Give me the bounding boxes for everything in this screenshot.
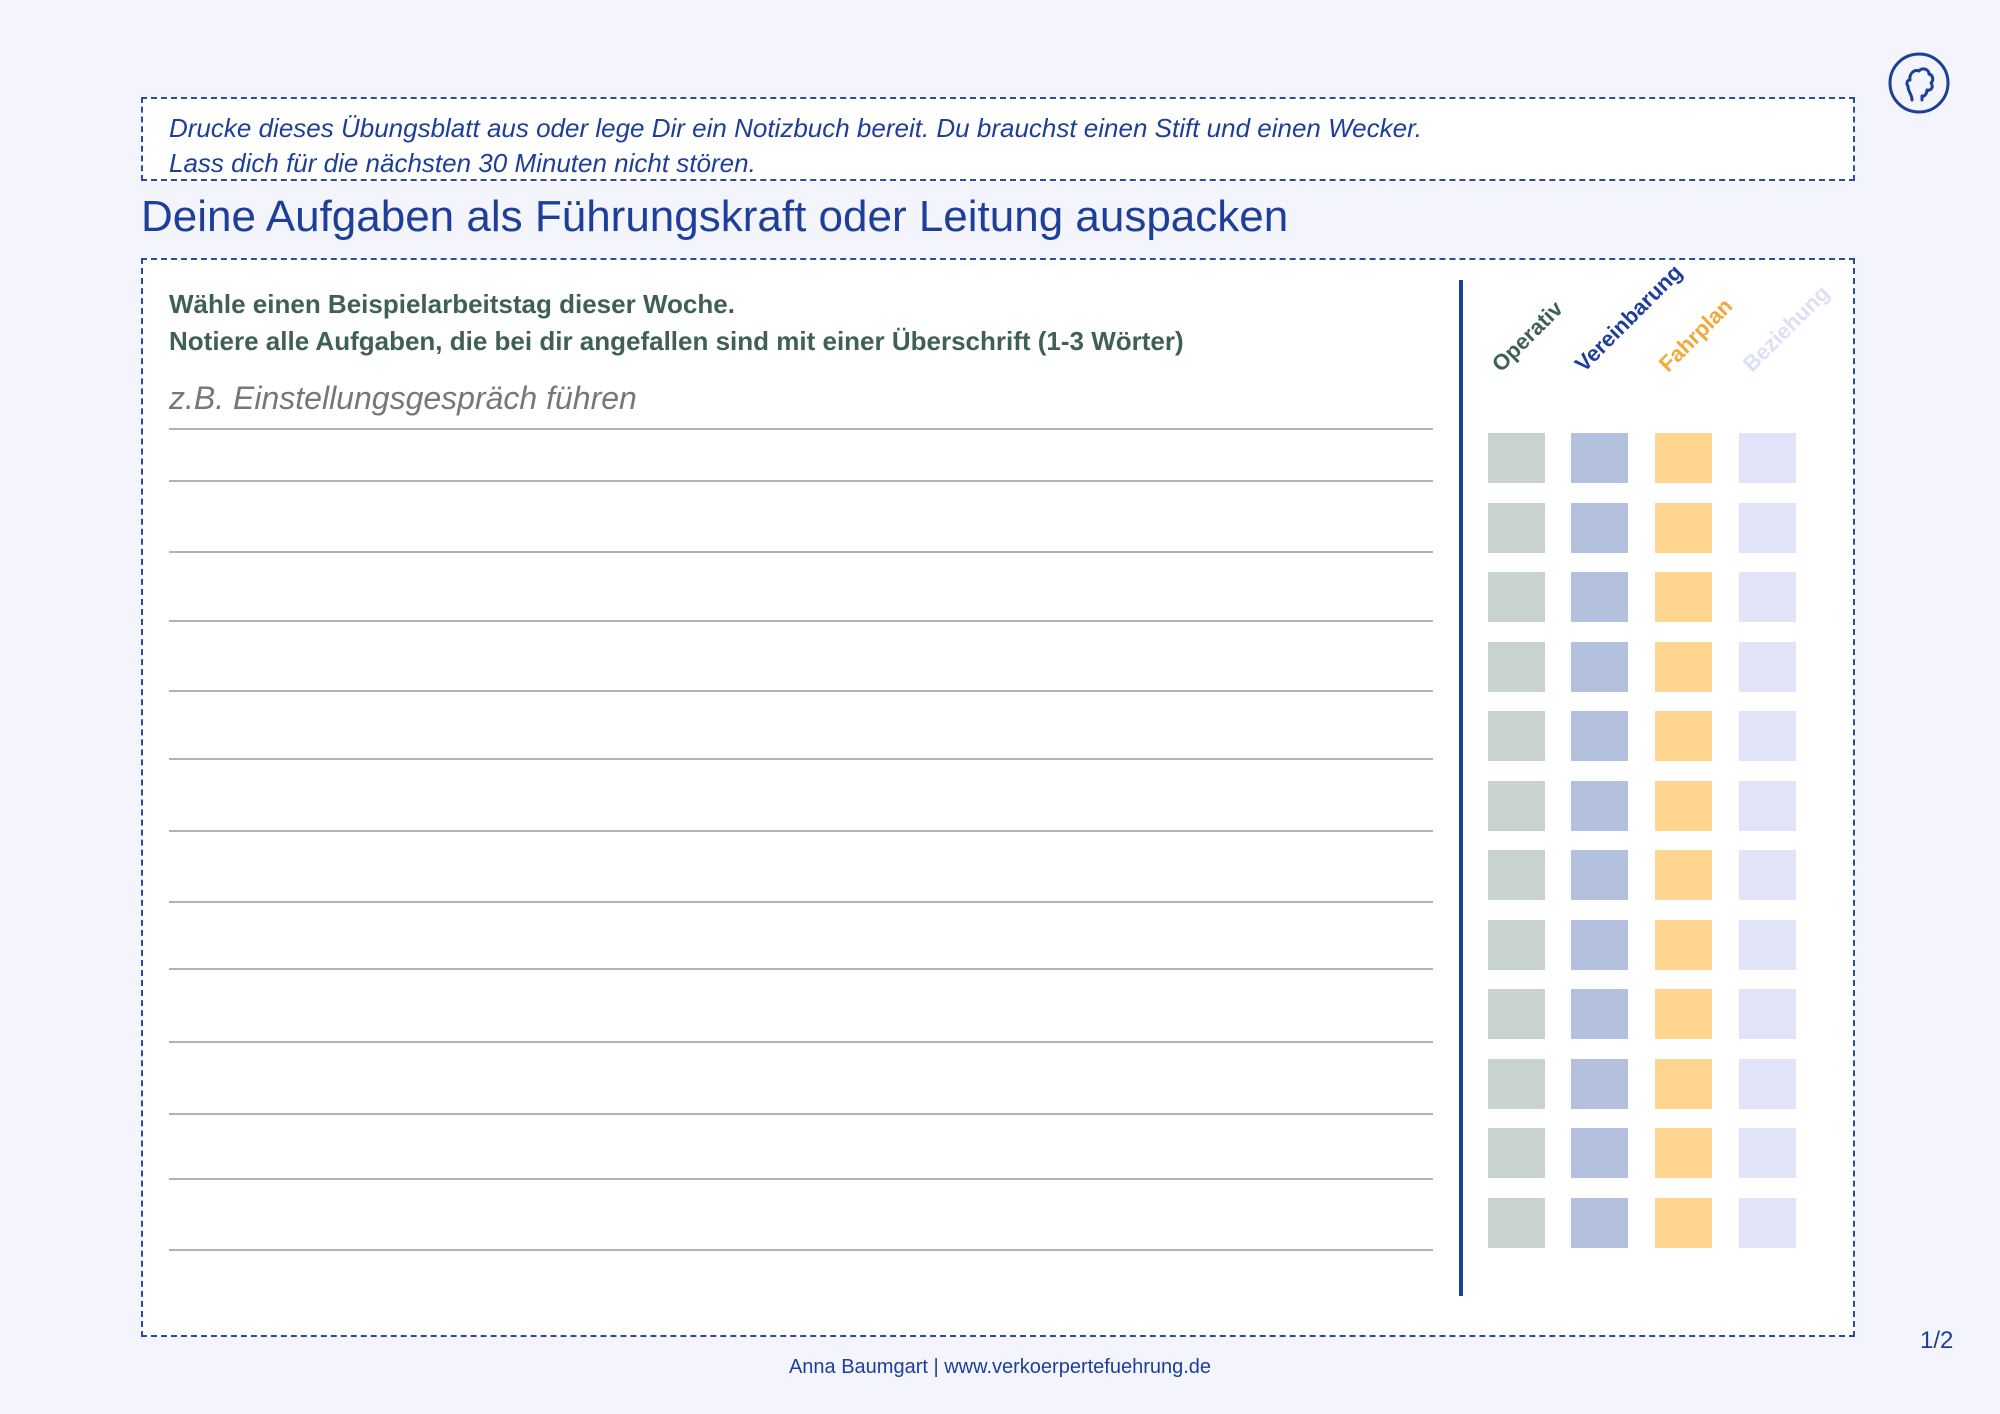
category-header-beziehung: Beziehung: [1737, 280, 1835, 377]
category-checkbox-beziehung[interactable]: [1739, 572, 1796, 622]
category-checkbox-fahrplan[interactable]: [1655, 920, 1712, 970]
writing-line[interactable]: [169, 1041, 1433, 1043]
intro-line-1: Drucke dieses Übungsblatt aus oder lege …: [169, 113, 1423, 143]
writing-line[interactable]: [169, 690, 1433, 692]
category-header-fahrplan: Fahrplan: [1653, 293, 1738, 377]
category-checkbox-operativ[interactable]: [1488, 433, 1545, 483]
category-checkbox-operativ[interactable]: [1488, 781, 1545, 831]
instructions: Wähle einen Beispielarbeitstag dieser Wo…: [169, 286, 1184, 360]
instruction-line-2: Notiere alle Aufgaben, die bei dir angef…: [169, 326, 1184, 356]
page-title: Deine Aufgaben als Führungskraft oder Le…: [141, 192, 1289, 241]
intro-line-2: Lass dich für die nächsten 30 Minuten ni…: [169, 148, 756, 178]
category-checkbox-operativ[interactable]: [1488, 572, 1545, 622]
category-checkbox-fahrplan[interactable]: [1655, 433, 1712, 483]
category-checkbox-fahrplan[interactable]: [1655, 503, 1712, 553]
category-checkbox-vereinbarung[interactable]: [1571, 850, 1628, 900]
category-checkbox-vereinbarung[interactable]: [1571, 433, 1628, 483]
writing-line[interactable]: [169, 480, 1433, 482]
category-header-operativ: Operativ: [1486, 295, 1568, 377]
head-silhouette-icon: [1888, 52, 1950, 114]
column-divider: [1459, 280, 1463, 1296]
category-checkbox-operativ[interactable]: [1488, 503, 1545, 553]
category-checkbox-fahrplan[interactable]: [1655, 1198, 1712, 1248]
writing-line[interactable]: [169, 428, 1433, 430]
footer: Anna Baumgart | www.verkoerpertefuehrung…: [788, 1356, 1212, 1378]
category-checkbox-vereinbarung[interactable]: [1571, 711, 1628, 761]
category-checkbox-vereinbarung[interactable]: [1571, 920, 1628, 970]
category-checkbox-operativ[interactable]: [1488, 989, 1545, 1039]
category-checkbox-operativ[interactable]: [1488, 1198, 1545, 1248]
writing-line[interactable]: [169, 758, 1433, 760]
category-checkbox-operativ[interactable]: [1488, 711, 1545, 761]
category-checkbox-vereinbarung[interactable]: [1571, 989, 1628, 1039]
category-checkbox-vereinbarung[interactable]: [1571, 1198, 1628, 1248]
category-checkbox-beziehung[interactable]: [1739, 433, 1796, 483]
category-checkbox-operativ[interactable]: [1488, 642, 1545, 692]
category-checkbox-fahrplan[interactable]: [1655, 642, 1712, 692]
intro-box: Drucke dieses Übungsblatt aus oder lege …: [141, 97, 1855, 181]
page-number: 1/2: [1920, 1327, 1954, 1354]
logo: [1886, 50, 1952, 116]
category-checkbox-operativ[interactable]: [1488, 920, 1545, 970]
writing-line[interactable]: [169, 1178, 1433, 1180]
category-checkbox-beziehung[interactable]: [1739, 503, 1796, 553]
category-checkbox-fahrplan[interactable]: [1655, 1128, 1712, 1178]
category-checkbox-beziehung[interactable]: [1739, 711, 1796, 761]
category-checkbox-fahrplan[interactable]: [1655, 850, 1712, 900]
category-checkbox-operativ[interactable]: [1488, 1059, 1545, 1109]
category-checkbox-beziehung[interactable]: [1739, 1198, 1796, 1248]
category-checkbox-vereinbarung[interactable]: [1571, 781, 1628, 831]
category-checkbox-beziehung[interactable]: [1739, 920, 1796, 970]
writing-line[interactable]: [169, 1249, 1433, 1251]
writing-line[interactable]: [169, 620, 1433, 622]
category-checkbox-fahrplan[interactable]: [1655, 989, 1712, 1039]
category-checkbox-beziehung[interactable]: [1739, 781, 1796, 831]
category-checkbox-vereinbarung[interactable]: [1571, 572, 1628, 622]
category-checkbox-vereinbarung[interactable]: [1571, 642, 1628, 692]
category-checkbox-operativ[interactable]: [1488, 850, 1545, 900]
instruction-line-1: Wähle einen Beispielarbeitstag dieser Wo…: [169, 289, 735, 319]
writing-line[interactable]: [169, 901, 1433, 903]
category-checkbox-beziehung[interactable]: [1739, 642, 1796, 692]
writing-line[interactable]: [169, 551, 1433, 553]
category-checkbox-fahrplan[interactable]: [1655, 1059, 1712, 1109]
category-checkbox-fahrplan[interactable]: [1655, 711, 1712, 761]
category-checkbox-beziehung[interactable]: [1739, 850, 1796, 900]
category-checkbox-vereinbarung[interactable]: [1571, 503, 1628, 553]
category-checkbox-fahrplan[interactable]: [1655, 781, 1712, 831]
writing-line[interactable]: [169, 968, 1433, 970]
category-checkbox-operativ[interactable]: [1488, 1128, 1545, 1178]
category-checkbox-beziehung[interactable]: [1739, 1128, 1796, 1178]
worksheet-box: Wähle einen Beispielarbeitstag dieser Wo…: [141, 258, 1855, 1337]
writing-line[interactable]: [169, 1113, 1433, 1115]
writing-line[interactable]: [169, 830, 1433, 832]
category-checkbox-beziehung[interactable]: [1739, 1059, 1796, 1109]
category-checkbox-vereinbarung[interactable]: [1571, 1059, 1628, 1109]
category-checkbox-vereinbarung[interactable]: [1571, 1128, 1628, 1178]
example-entry: z.B. Einstellungsgespräch führen: [169, 380, 637, 416]
category-checkbox-fahrplan[interactable]: [1655, 572, 1712, 622]
category-checkbox-beziehung[interactable]: [1739, 989, 1796, 1039]
